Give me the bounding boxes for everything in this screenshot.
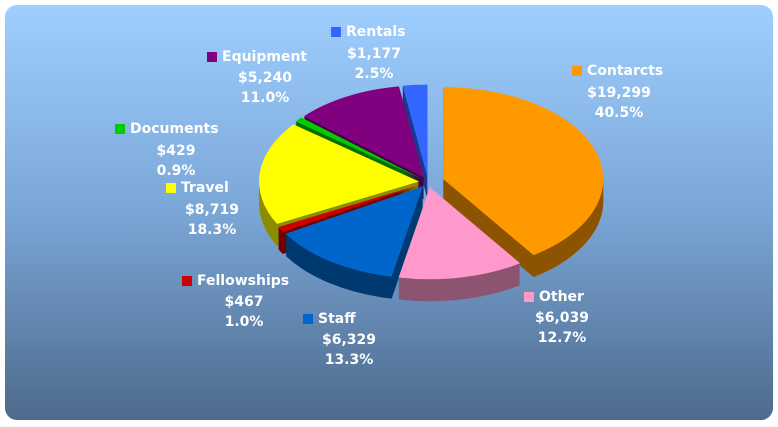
legend-swatch xyxy=(207,52,217,62)
slice-label: Staff xyxy=(318,311,356,327)
slice-label: Contarcts xyxy=(587,63,663,79)
percent-label: 40.5% xyxy=(595,105,644,121)
legend-swatch xyxy=(115,124,125,134)
slice-label: Equipment xyxy=(222,49,307,65)
percent-label: 12.7% xyxy=(538,330,587,346)
slice-label: Documents xyxy=(130,121,219,137)
slice xyxy=(303,86,424,178)
slice xyxy=(398,187,521,280)
slice-label: Fellowships xyxy=(197,273,289,289)
value-label: $6,329 xyxy=(322,332,376,348)
slice xyxy=(285,186,423,277)
legend-swatch xyxy=(182,276,192,286)
slice-label: Rentals xyxy=(346,24,406,40)
value-label: $429 xyxy=(157,143,196,159)
slice xyxy=(443,87,604,256)
value-label: $5,240 xyxy=(238,70,292,86)
value-label: $8,719 xyxy=(185,202,239,218)
value-label: $6,039 xyxy=(535,310,589,326)
slice xyxy=(295,117,422,179)
slice xyxy=(278,184,421,233)
value-label: $19,299 xyxy=(587,85,651,101)
percent-label: 13.3% xyxy=(325,352,374,368)
value-label: $1,177 xyxy=(347,46,401,62)
percent-label: 18.3% xyxy=(188,222,237,238)
legend-swatch xyxy=(524,292,534,302)
slice-label: Other xyxy=(539,289,584,305)
percent-label: 1.0% xyxy=(225,314,264,330)
percent-label: 11.0% xyxy=(241,90,290,106)
legend-swatch xyxy=(166,183,176,193)
percent-label: 2.5% xyxy=(355,66,394,82)
slice-label: Travel xyxy=(181,180,229,196)
legend-swatch xyxy=(303,314,313,324)
percent-label: 0.9% xyxy=(157,163,196,179)
value-label: $467 xyxy=(225,294,264,310)
legend-swatch xyxy=(331,27,341,37)
slice xyxy=(259,124,420,224)
slice xyxy=(402,84,428,177)
legend-swatch xyxy=(572,66,582,76)
